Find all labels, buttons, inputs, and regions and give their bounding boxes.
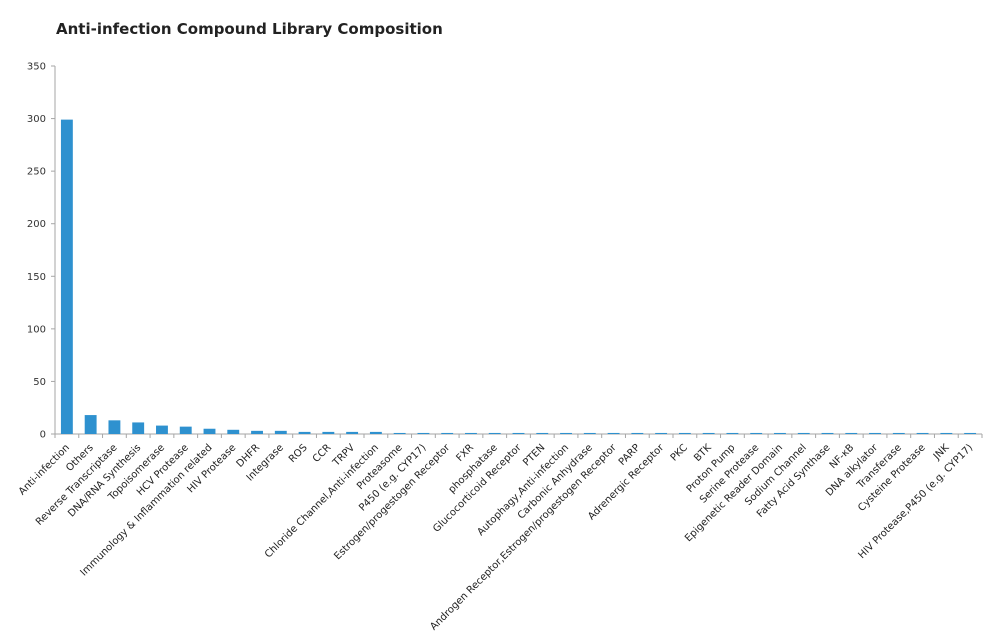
bar xyxy=(132,422,145,434)
bar xyxy=(251,430,263,434)
y-tick-label: 350 xyxy=(27,62,46,73)
bar xyxy=(227,429,240,434)
bar xyxy=(774,432,786,434)
chart-title: Anti-infection Compound Library Composit… xyxy=(56,20,443,38)
y-tick-label: 150 xyxy=(27,272,46,283)
y-tick-label: 50 xyxy=(33,377,46,388)
x-category-label: CCR xyxy=(311,442,334,465)
bar xyxy=(298,431,311,434)
bars xyxy=(60,119,977,434)
bar xyxy=(179,426,192,434)
bar xyxy=(156,425,168,434)
bar xyxy=(892,432,905,434)
x-axis xyxy=(54,433,983,438)
bar xyxy=(964,432,977,434)
bar xyxy=(678,432,691,434)
bar xyxy=(726,432,739,434)
bar xyxy=(512,432,525,434)
x-category-label: ROS xyxy=(287,442,310,465)
bar xyxy=(84,415,97,434)
bar xyxy=(916,432,929,434)
bar xyxy=(465,432,477,434)
bar xyxy=(108,420,121,434)
bar xyxy=(702,432,715,434)
bar xyxy=(845,432,858,434)
bar xyxy=(869,432,881,434)
bar xyxy=(655,432,668,434)
y-tick-label: 0 xyxy=(40,430,46,441)
bar xyxy=(940,432,953,434)
x-category-label: Androgen Receptor,Estrogen/progestogen R… xyxy=(428,442,619,633)
x-category-label: JNK xyxy=(931,442,952,463)
y-tick-label: 300 xyxy=(27,114,46,125)
bar xyxy=(203,428,216,434)
bar xyxy=(536,432,549,434)
bar xyxy=(631,432,644,434)
bar xyxy=(60,119,73,434)
bar xyxy=(274,430,287,434)
bar xyxy=(441,432,454,434)
y-axis: 0 50 100 150 200 250 300 350 xyxy=(27,62,56,441)
y-tick-label: 200 xyxy=(27,219,46,230)
bar xyxy=(488,432,501,434)
bar xyxy=(560,432,572,434)
bar xyxy=(346,431,359,434)
y-tick-label: 100 xyxy=(27,324,46,335)
bar xyxy=(369,431,382,434)
x-category-label: PKC xyxy=(669,442,690,463)
bar xyxy=(821,432,834,434)
bar xyxy=(322,431,335,434)
bar xyxy=(393,432,406,434)
y-tick-label: 250 xyxy=(27,167,46,178)
bar xyxy=(417,432,430,434)
bar xyxy=(607,432,620,434)
bar xyxy=(797,432,810,434)
bar xyxy=(583,432,596,434)
bar xyxy=(750,432,763,434)
